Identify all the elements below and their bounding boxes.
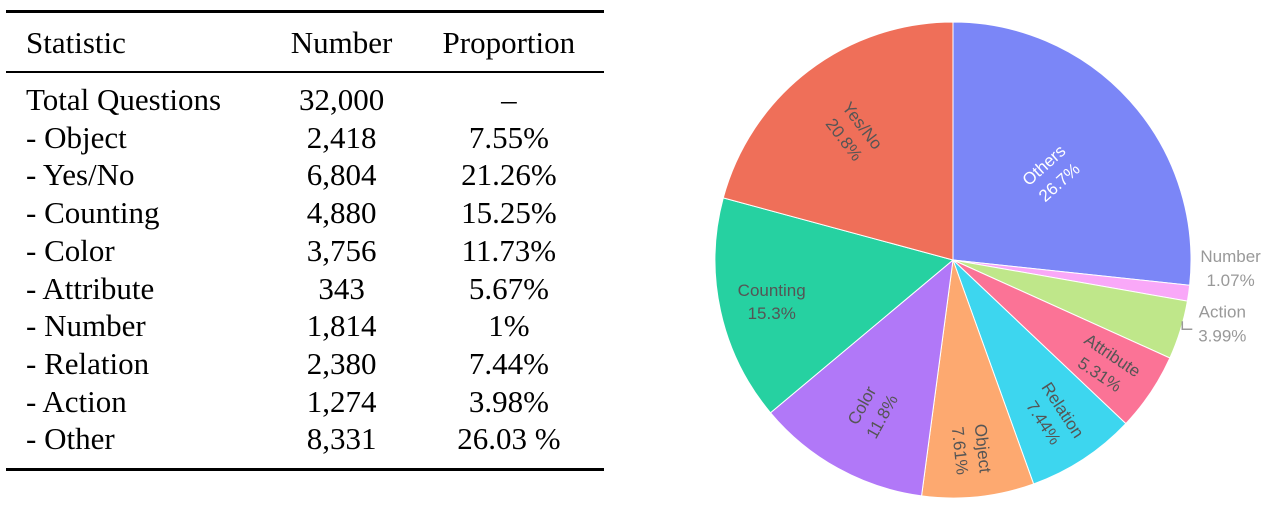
table-header-row: Statistic Number Proportion: [6, 11, 604, 72]
table-row: - Attribute 343 5.67%: [6, 270, 604, 308]
cell-proportion: 26.03 %: [457, 421, 561, 457]
statistics-table-container: Statistic Number Proportion Total Questi…: [6, 10, 604, 471]
table-row: - Color 3,756 11.73%: [6, 232, 604, 270]
table-row: - Action 1,274 3.98%: [6, 383, 604, 421]
pie-slice-others: [952, 21, 1192, 286]
table-row: Total Questions 32,000 –: [6, 72, 604, 119]
cell-proportion: 7.44%: [468, 345, 549, 381]
cell-number: 1,814: [306, 308, 377, 344]
cell-statistic: - Action: [26, 383, 127, 419]
cell-number: 3,756: [306, 232, 377, 268]
cell-number: 1,274: [306, 383, 377, 419]
cell-proportion: 5.67%: [468, 270, 549, 306]
cell-proportion: 15.25%: [461, 195, 557, 231]
cell-statistic: - Number: [26, 308, 146, 344]
cell-statistic: Total Questions: [26, 82, 222, 117]
pie-label-name: Counting: [738, 281, 806, 300]
table-row: - Object 2,418 7.55%: [6, 119, 604, 157]
cell-proportion: 21.26%: [461, 157, 557, 193]
cell-statistic: - Color: [26, 232, 115, 268]
pie-slice-counting: [714, 197, 955, 414]
table-row: - Other 8,331 26.03 %: [6, 420, 604, 470]
cell-statistic: - Attribute: [26, 270, 155, 306]
pie-slice-relation: [952, 259, 1127, 485]
cell-proportion: 11.73%: [461, 232, 557, 268]
header-number: Number: [290, 25, 393, 60]
pie-leader-line-action: [1181, 321, 1193, 331]
header-proportion: Proportion: [442, 25, 576, 60]
cell-number: 4,880: [306, 195, 377, 231]
cell-number: 6,804: [306, 157, 377, 193]
pie-label-action: Action 3.99%: [1181, 302, 1246, 345]
pie-label-name: Action: [1199, 302, 1246, 321]
cell-statistic: - Relation: [26, 345, 150, 381]
pie-label-counting: Counting 15.3%: [738, 281, 806, 323]
cell-number: 343: [318, 270, 365, 306]
cell-statistic: - Counting: [26, 195, 160, 231]
pie-label-percent: 15.3%: [748, 304, 796, 323]
statistics-table: Statistic Number Proportion Total Questi…: [6, 10, 604, 471]
pie-slice-color: [769, 258, 954, 497]
pie-chart: Others26.7%Number1.07%Action3.99%Attribu…: [714, 21, 1261, 499]
table-row: - Counting 4,880 15.25%: [6, 194, 604, 232]
cell-number: 8,331: [306, 421, 377, 457]
pie-slice-yes-no: [722, 21, 954, 261]
cell-proportion: 7.55%: [468, 119, 549, 155]
table-row: - Relation 2,380 7.44%: [6, 345, 604, 383]
cell-statistic: - Other: [26, 421, 115, 457]
cell-number: 32,000: [298, 82, 385, 117]
cell-proportion: 3.98%: [468, 383, 549, 419]
pie-chart-container: Others 26.7% Number 1.07% Action 3.99% Attribu…: [690, 0, 1277, 507]
pie-label-name: Number: [1200, 247, 1261, 266]
table-row: - Yes/No 6,804 21.26%: [6, 156, 604, 194]
table-row: - Number 1,814 1%: [6, 307, 604, 345]
pie-label-percent: 3.99%: [1198, 326, 1246, 345]
cell-number: 2,380: [306, 345, 377, 381]
header-statistic: Statistic: [26, 25, 126, 60]
cell-proportion: 1%: [488, 308, 530, 344]
pie-slice-object: [920, 259, 1035, 499]
table-body: Total Questions 32,000 – - Object 2,418 7.55%…: [6, 72, 604, 470]
cell-proportion: –: [501, 82, 517, 117]
cell-statistic: - Yes/No: [26, 157, 135, 193]
cell-statistic: - Object: [26, 119, 127, 155]
cell-number: 2,418: [306, 119, 377, 155]
pie-label-percent: 1.07%: [1206, 271, 1254, 290]
pie-label-number: Number 1.07%: [1200, 247, 1261, 290]
